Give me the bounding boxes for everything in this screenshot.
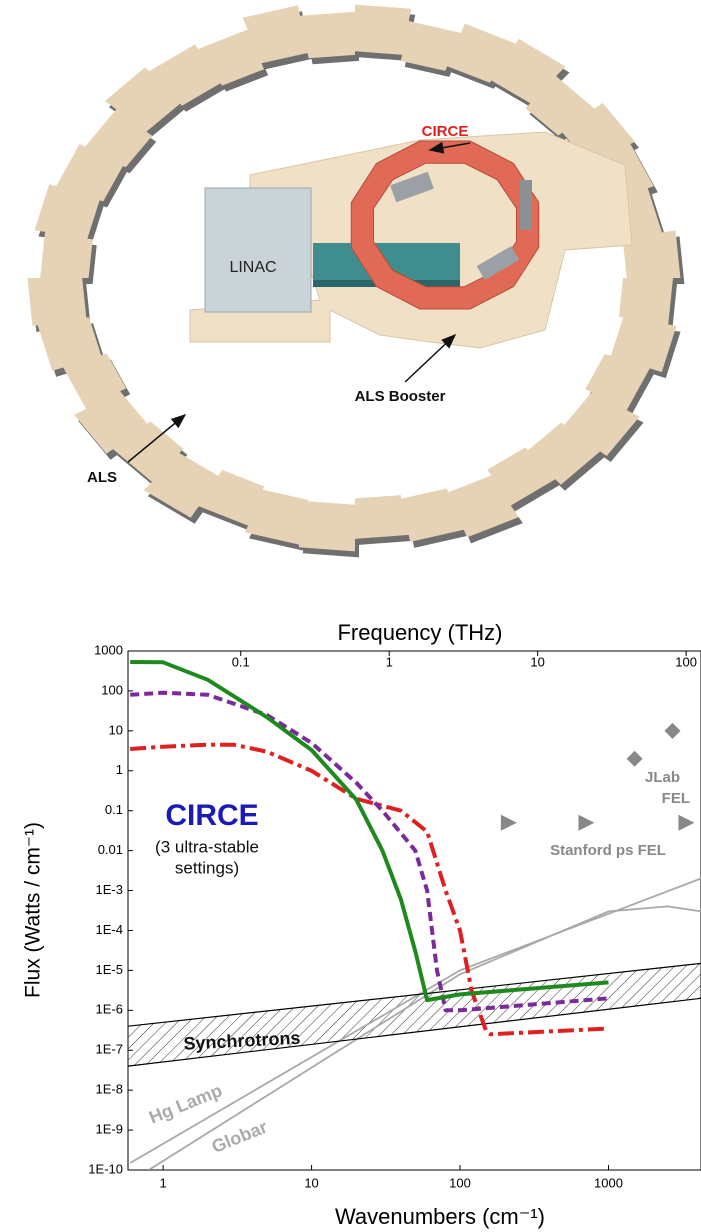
annotation: settings) (175, 858, 239, 877)
x2-tick-label: 0.1 (232, 654, 250, 669)
y-tick-label: 1E-9 (96, 1122, 123, 1137)
series-line (128, 962, 701, 1027)
y-tick-label: 1E-5 (96, 962, 123, 977)
plot-area (128, 660, 701, 1170)
arrow (428, 141, 471, 154)
booster-label: ALS Booster (355, 388, 446, 405)
x2-axis-title: Frequency (THz) (337, 620, 502, 645)
annotation: CIRCE (165, 799, 258, 832)
chart: Frequency (THz) Wavenumbers (cm⁻¹) Flux … (22, 620, 701, 1229)
y-tick-label: 1E-8 (96, 1082, 123, 1097)
x-tick-label: 1000 (594, 1175, 623, 1190)
series-line (130, 690, 609, 1013)
als-label: ALS (87, 469, 117, 486)
annotation: Hg Lamp (146, 1080, 225, 1127)
series-line (128, 997, 701, 1067)
annotation: FEL (662, 790, 690, 807)
y-tick-label: 1E-3 (96, 882, 123, 897)
triangle-marker (500, 814, 517, 831)
equipment (476, 246, 520, 280)
x-tick-label: 10 (304, 1175, 318, 1190)
x-tick-label: 1 (160, 1175, 167, 1190)
y-tick-label: 1E-7 (96, 1042, 123, 1057)
arrow (404, 333, 457, 383)
series-line (130, 742, 609, 1037)
y-tick-label: 1 (116, 762, 123, 777)
y-tick-label: 100 (101, 682, 123, 697)
y-tick-label: 1000 (94, 642, 123, 657)
y-axis-title: Flux (Watts / cm⁻¹) (22, 822, 45, 998)
x2-tick-label: 1 (386, 654, 393, 669)
synchrotron-band (128, 963, 701, 1067)
y-tick-label: 1E-6 (96, 1002, 123, 1017)
annotation: (3 ultra-stable (155, 837, 259, 856)
y-tick-label: 0.1 (105, 802, 123, 817)
y-tick-label: 10 (109, 722, 123, 737)
annotation: Stanford ps FEL (550, 842, 666, 859)
linac-label: LINAC (229, 259, 276, 276)
x2-tick-label: 10 (530, 654, 544, 669)
y-tick-label: 0.01 (98, 842, 123, 857)
diamond-marker (664, 722, 681, 739)
x2-tick-label: 100 (675, 654, 697, 669)
equipment (520, 180, 532, 230)
circe-ring (350, 140, 540, 310)
linac-building (204, 187, 312, 313)
annotation: JLab (645, 769, 680, 786)
x-tick-label: 100 (449, 1175, 471, 1190)
facility-diagram: CIRCE LINAC ALS Booster ALS (27, 4, 685, 558)
diamond-marker (626, 750, 643, 767)
circe-label: CIRCE (422, 123, 469, 140)
plot-frame (127, 650, 701, 1171)
arrow (127, 414, 187, 463)
annotation: Globar (209, 1117, 270, 1157)
triangle-marker (678, 814, 695, 831)
equipment (390, 171, 434, 203)
series-line (130, 660, 609, 1003)
y-tick-label: 1E-10 (88, 1161, 123, 1176)
series-line (129, 877, 701, 1164)
x-axis-title: Wavenumbers (cm⁻¹) (335, 1204, 545, 1229)
y-tick-label: 1E-4 (96, 922, 123, 937)
triangle-marker (578, 814, 595, 831)
